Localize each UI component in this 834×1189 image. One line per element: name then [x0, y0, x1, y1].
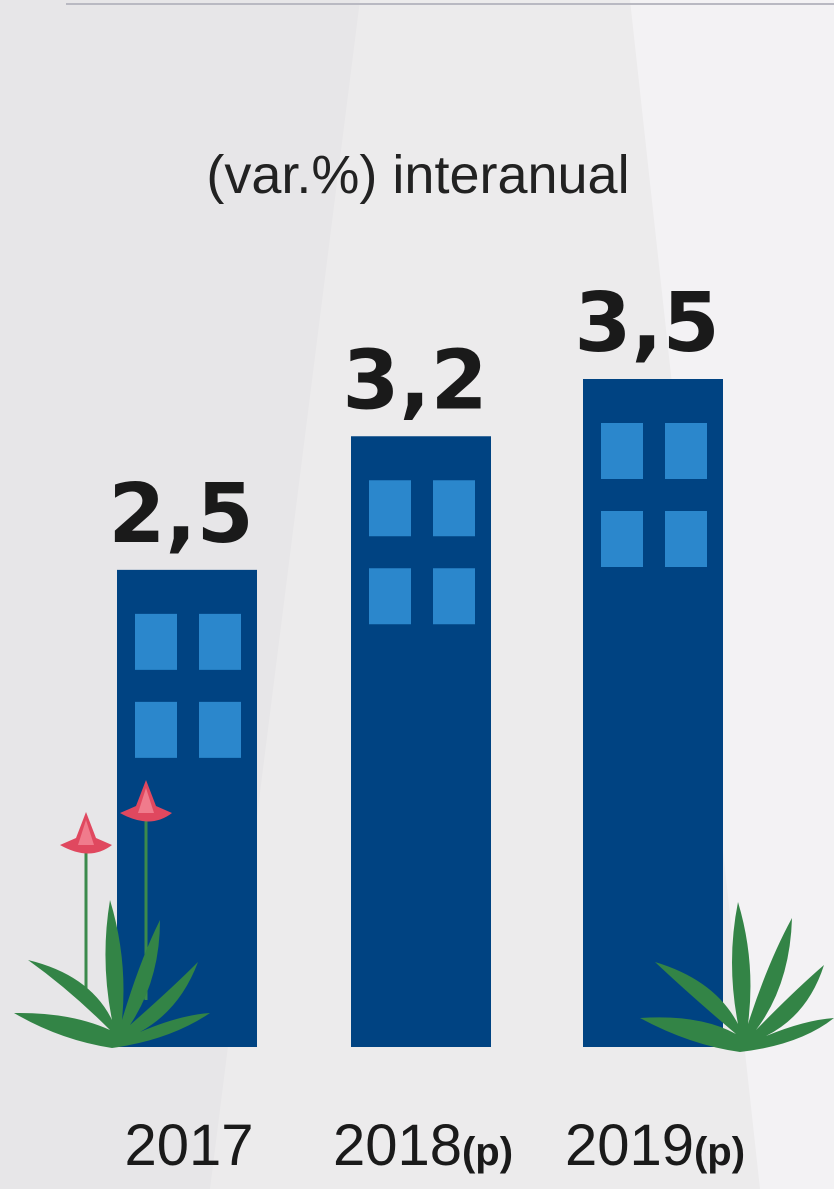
plant-right: [640, 902, 834, 1052]
window: [433, 480, 475, 537]
window: [369, 480, 411, 537]
x-tick-label: 2017: [124, 1113, 253, 1178]
window: [665, 423, 707, 479]
subtitle: (var.%) interanual: [206, 145, 629, 205]
window: [433, 568, 475, 625]
window: [601, 423, 643, 479]
window: [199, 613, 241, 670]
plant-left: [14, 780, 210, 1048]
window: [135, 613, 177, 670]
x-tick-label: 2019(p): [565, 1113, 745, 1178]
window: [601, 511, 643, 567]
window: [135, 701, 177, 758]
window: [665, 511, 707, 567]
value-label: 3,2: [342, 333, 487, 428]
background-shape: [630, 0, 834, 1189]
value-label: 2,5: [108, 467, 253, 562]
x-tick-label: 2018(p): [333, 1113, 513, 1178]
window: [199, 701, 241, 758]
window: [369, 568, 411, 625]
bar: [583, 379, 723, 1047]
value-label: 3,5: [574, 276, 719, 371]
bar: [351, 436, 491, 1047]
